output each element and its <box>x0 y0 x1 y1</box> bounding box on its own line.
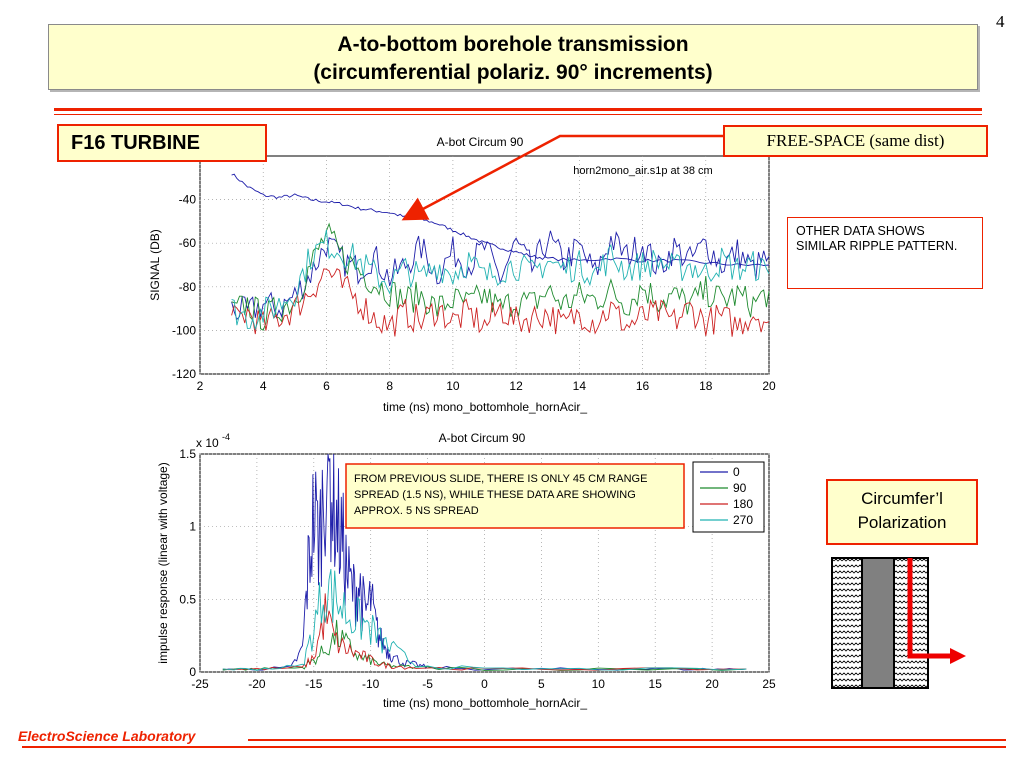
chart-bottom-ylabel: impulse response (linear with voltage) <box>156 462 170 663</box>
polarization-label-line-1: Circumfer’l <box>861 489 943 508</box>
free-space-arrow <box>401 134 723 221</box>
chart-bottom-annotation: FROM PREVIOUS SLIDE, THERE IS ONLY 45 CM… <box>354 473 647 517</box>
chart-bottom-ticks: -25 -20 -15 -10 -5 0 5 10 15 20 25 1.5 1 0.5 0 <box>179 447 776 691</box>
chart-bottom-series <box>222 453 747 671</box>
legend-label: 270 <box>733 513 753 527</box>
x-tick-label: -20 <box>248 677 266 691</box>
y-tick-label: -80 <box>179 280 197 294</box>
chart-top-xlabel: time (ns) mono_bottomhole_hornAcir_ <box>383 400 587 414</box>
chart-impulse-response: A-bot Circum 90 x 10 -4 -25 -20 -15 -10 -5 0 5… <box>156 431 776 710</box>
f16-turbine-label: F16 TURBINE <box>57 124 267 162</box>
series-line-90 <box>231 222 770 331</box>
legend-label: 0 <box>733 465 740 479</box>
x-tick-label: 20 <box>762 379 776 393</box>
polarization-arrow <box>907 558 952 659</box>
x-tick-label: 18 <box>699 379 713 393</box>
x-tick-label: -5 <box>422 677 433 691</box>
title-rule-thick <box>54 108 982 111</box>
x-tick-label: 4 <box>260 379 267 393</box>
borehole-diagram <box>831 557 966 689</box>
chart-bottom-legend: 0 90 180 270 <box>692 461 765 533</box>
polarization-label-line-2: Polarization <box>857 513 947 532</box>
footer-rule-2 <box>22 746 1006 748</box>
x-tick-label: 20 <box>705 677 719 691</box>
title-box: A-to-bottom borehole transmission (circu… <box>48 24 978 90</box>
chart-signal-db: A-bot Circum 90 2 4 6 8 10 12 14 16 18 20 -40 -60 -8… <box>148 135 776 414</box>
chart-bottom-title: A-bot Circum 90 <box>439 431 526 445</box>
x-tick-label: 5 <box>538 677 545 691</box>
x-tick-label: 2 <box>197 379 204 393</box>
x-tick-label: 8 <box>386 379 393 393</box>
y-tick-label: -40 <box>179 193 197 207</box>
chart-top-series <box>231 173 770 337</box>
y-tick-label: -60 <box>179 236 197 250</box>
y-tick-label: 1 <box>189 520 196 534</box>
footer-lab-name: ElectroScience Laboratory <box>18 728 196 744</box>
chart-top-annotation: horn2mono_air.s1p at 38 cm <box>573 165 712 177</box>
x-tick-label: 25 <box>762 677 776 691</box>
y-tick-label: 0.5 <box>179 592 196 606</box>
chart-top-ticks: 2 4 6 8 10 12 14 16 18 20 -40 -60 -80 -100 -120 <box>172 193 776 393</box>
y-tick-label: 1.5 <box>179 447 196 461</box>
polarization-arrowhead <box>950 648 966 664</box>
x-tick-label: 10 <box>592 677 606 691</box>
x-tick-label: 16 <box>636 379 650 393</box>
x-tick-label: -10 <box>362 677 380 691</box>
other-data-note: OTHER DATA SHOWS SIMILAR RIPPLE PATTERN. <box>787 217 983 289</box>
y-tick-label: -120 <box>172 367 196 381</box>
series-line-270 <box>231 229 770 331</box>
y-tick-label: 0 <box>189 665 196 679</box>
x-tick-label: 0 <box>481 677 488 691</box>
x-tick-label: 10 <box>446 379 460 393</box>
legend-label: 180 <box>733 497 753 511</box>
title-line-2: (circumferential polariz. 90° increments… <box>313 61 713 84</box>
x-tick-label: 6 <box>323 379 330 393</box>
chart-bottom-scale-note: x 10 <box>196 436 219 450</box>
chart-top-plot-area <box>199 155 770 375</box>
chart-top-title: A-bot Circum 90 <box>437 135 524 149</box>
x-tick-label: 12 <box>509 379 523 393</box>
title-line-1: A-to-bottom borehole transmission <box>337 33 689 56</box>
borehole-core <box>861 557 895 689</box>
series-line-180 <box>222 593 747 671</box>
x-tick-label: -15 <box>305 677 323 691</box>
x-tick-label: -25 <box>191 677 209 691</box>
slide-number: 4 <box>996 12 1005 31</box>
chart-bottom-scale-exponent: -4 <box>222 432 230 442</box>
chart-bottom-annotation-box <box>345 463 685 529</box>
series-line-180 <box>231 268 770 337</box>
series-line-free-space <box>231 173 770 266</box>
footer-rule-1 <box>248 739 1006 741</box>
series-line-270 <box>222 569 747 671</box>
polarization-label: Circumfer’l Polarization <box>826 479 978 545</box>
free-space-label: FREE-SPACE (same dist) <box>723 125 988 157</box>
chart-top-ylabel: SIGNAL (DB) <box>148 229 162 301</box>
chart-bottom-xlabel: time (ns) mono_bottomhole_hornAcir_ <box>383 696 587 710</box>
x-tick-label: 15 <box>649 677 663 691</box>
x-tick-label: 14 <box>573 379 587 393</box>
legend-label: 90 <box>733 481 747 495</box>
title-rule-thin <box>54 114 982 115</box>
y-tick-label: -100 <box>172 323 196 337</box>
